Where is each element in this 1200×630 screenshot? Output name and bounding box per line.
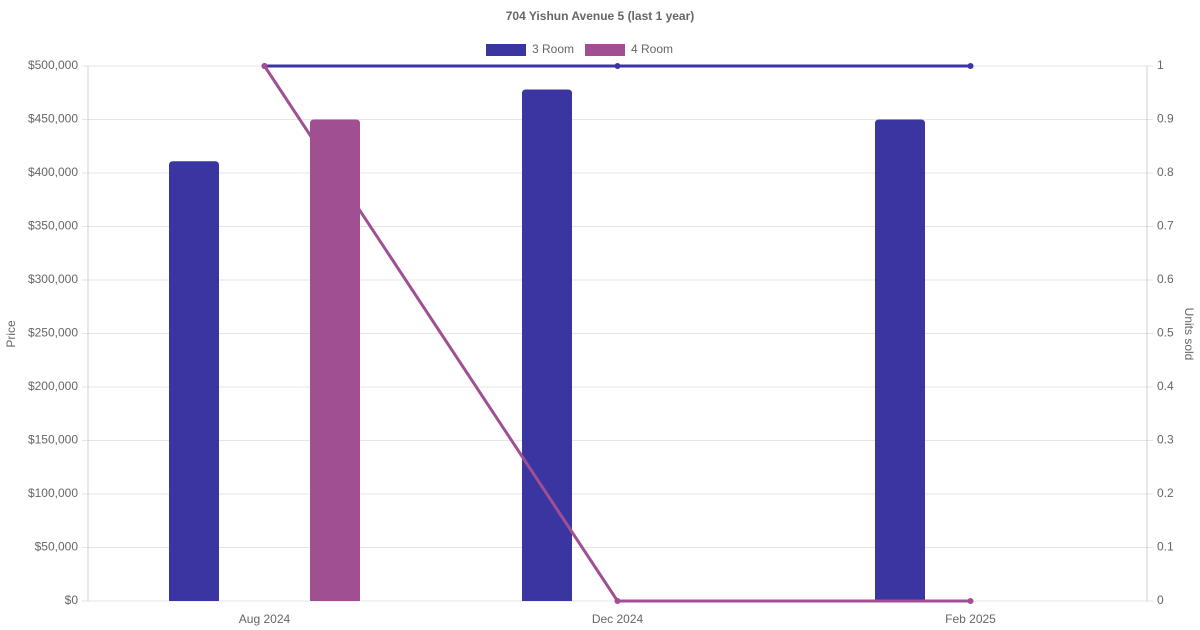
y-tick-label: $300,000 [28, 272, 78, 286]
y-tick-label: $250,000 [28, 326, 78, 340]
bar [169, 161, 219, 602]
x-tick-label: Dec 2024 [592, 612, 644, 626]
legend-label: 4 Room [631, 42, 673, 56]
y-tick-label: $450,000 [28, 112, 78, 126]
y-tick-label: $100,000 [28, 486, 78, 500]
y-tick-label: $0 [65, 593, 79, 607]
y2-tick-label: 0.4 [1157, 379, 1174, 393]
y-tick-label: $200,000 [28, 379, 78, 393]
y2-tick-label: 0.5 [1157, 326, 1174, 340]
x-tick-label: Aug 2024 [239, 612, 291, 626]
legend-label: 3 Room [532, 42, 574, 56]
bar [522, 89, 572, 601]
y2-tick-label: 0.8 [1157, 165, 1174, 179]
y-tick-label: $350,000 [28, 219, 78, 233]
chart-title: 704 Yishun Avenue 5 (last 1 year) [506, 9, 695, 23]
y2-tick-label: 0.2 [1157, 486, 1174, 500]
y2-tick-label: 1 [1157, 58, 1164, 72]
y-tick-label: $50,000 [35, 540, 79, 554]
y2-tick-label: 0.3 [1157, 433, 1174, 447]
bar [310, 119, 360, 601]
point [967, 598, 974, 604]
y2-tick-label: 0.6 [1157, 272, 1174, 286]
y2-axis-title: Units sold [1182, 308, 1196, 361]
point [614, 63, 621, 69]
y2-tick-label: 0 [1157, 593, 1164, 607]
y-tick-label: $400,000 [28, 165, 78, 179]
x-tick-label: Feb 2025 [945, 612, 996, 626]
y2-tick-label: 0.9 [1157, 112, 1174, 126]
y2-tick-label: 0.7 [1157, 219, 1174, 233]
point [261, 63, 268, 69]
point [614, 598, 621, 604]
legend-swatch [585, 44, 625, 56]
y-tick-label: $150,000 [28, 433, 78, 447]
legend-swatch [486, 44, 526, 56]
point [967, 63, 974, 69]
y-tick-label: $500,000 [28, 58, 78, 72]
y-axis-title: Price [4, 320, 18, 348]
y2-tick-label: 0.1 [1157, 540, 1174, 554]
bar [875, 119, 925, 601]
